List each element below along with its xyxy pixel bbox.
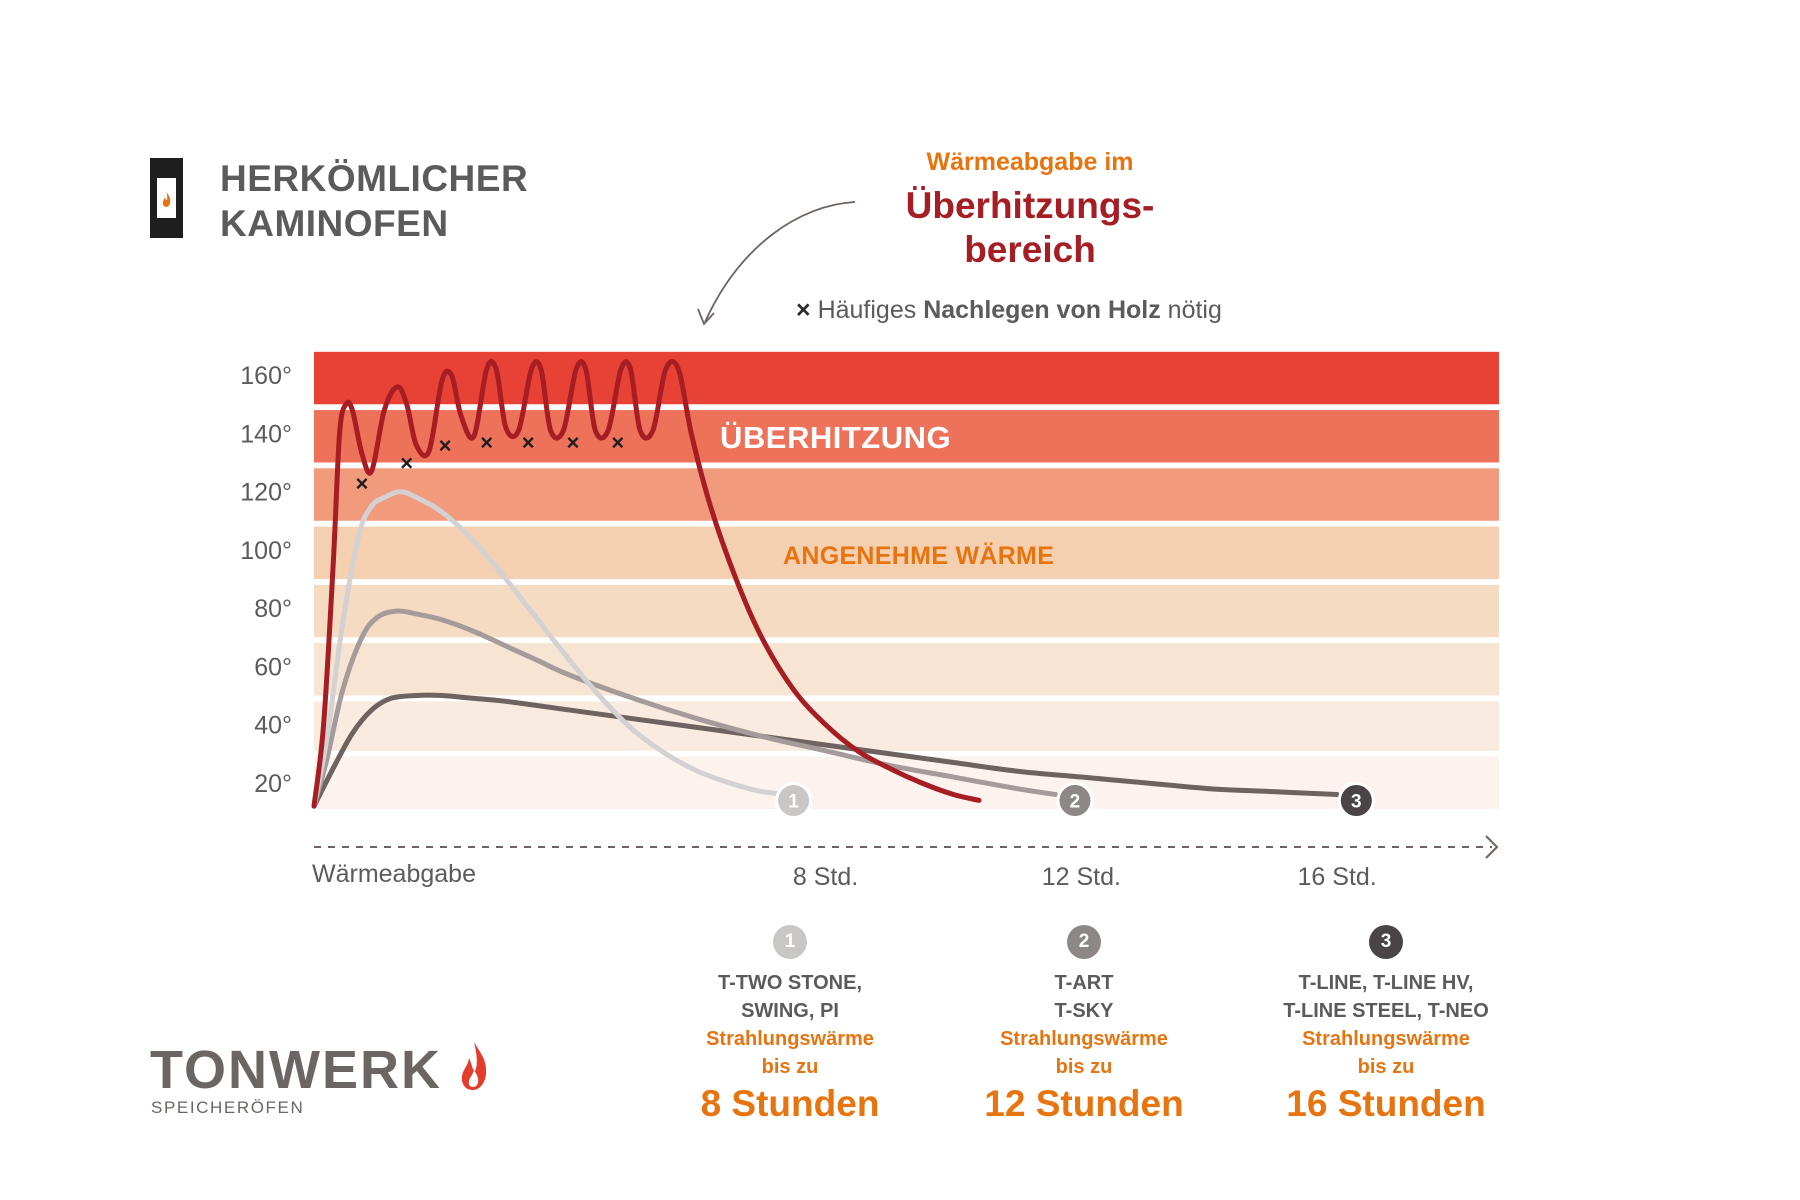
product-3-badge: 3 <box>1369 925 1403 959</box>
product-1-names-1: T-TWO STONE, <box>717 972 863 994</box>
band-label-comfort: ANGENEHME WÄRME <box>783 542 1055 570</box>
series-line-3 <box>311 608 1059 809</box>
endpoint-badge-3 <box>1337 782 1375 820</box>
product-2-names-2: T-SKY <box>1054 1000 1114 1022</box>
refuel-marker: × <box>611 430 624 455</box>
y-tick-label: 20° <box>254 770 292 798</box>
refuel-marker: × <box>480 430 493 455</box>
product-2-radiation-1: Strahlungswärme <box>1000 1028 1168 1050</box>
refuel-marker: × <box>567 430 580 455</box>
y-tick-label: 120° <box>240 479 292 507</box>
product-2-hours: 12 Stunden <box>984 1083 1184 1124</box>
refuel-marker: × <box>356 471 369 496</box>
callout-arrow-icon <box>697 201 856 326</box>
product-3-names-2: T-LINE STEEL, T-NEO <box>1283 1000 1489 1022</box>
product-1: 1 T-TWO STONE, SWING, PI Strahlungswärme… <box>640 925 940 1127</box>
brand-name: TONWERK <box>150 1040 442 1100</box>
endpoint-badge-1 <box>775 782 813 820</box>
legend-title-line-1: HERKÖMLICHER <box>220 158 529 199</box>
callout-title-line-2: bereich <box>964 229 1096 270</box>
series-line-4 <box>311 692 1340 809</box>
brand-subtitle: SPEICHERÖFEN <box>151 1098 305 1117</box>
y-tick-label: 140° <box>240 420 292 448</box>
callout-subtitle: Wärmeabgabe im <box>926 148 1134 176</box>
product-1-names-2: SWING, PI <box>741 1000 839 1022</box>
x-axis-label: Wärmeabgabe <box>312 860 476 888</box>
product-1-badge: 1 <box>773 925 807 959</box>
callout-title: Überhitzungs- bereich <box>850 184 1210 272</box>
product-3: 3 T-LINE, T-LINE HV, T-LINE STEEL, T-NEO… <box>1236 925 1536 1127</box>
refuel-marker: × <box>522 430 535 455</box>
product-3-radiation-1: Strahlungswärme <box>1302 1028 1470 1050</box>
refuel-note: × Häufiges Nachlegen von Holz nötig <box>796 296 1222 325</box>
refuel-marker: × <box>400 451 413 476</box>
y-tick-label: 60° <box>254 653 292 681</box>
legend-title: HERKÖMLICHER KAMINOFEN <box>220 156 528 246</box>
band-5 <box>314 584 1499 638</box>
band-3 <box>314 468 1499 521</box>
product-2-radiation-2: bis zu <box>1055 1056 1113 1078</box>
band-1 <box>314 351 1499 405</box>
note-text-pre: Häufiges <box>817 296 924 324</box>
series-line-1 <box>311 358 982 809</box>
product-3-names-1: T-LINE, T-LINE HV, <box>1298 972 1474 994</box>
x-axis-arrow-icon <box>1485 835 1499 859</box>
band-label-overheat: ÜBERHITZUNG <box>720 420 952 455</box>
endpoint-badge-label: 1 <box>788 792 799 813</box>
product-2-names-1: T-ART <box>1054 972 1114 994</box>
product-2-badge: 2 <box>1067 925 1101 959</box>
note-text-post: nötig <box>1160 296 1222 324</box>
product-3-radiation-2: bis zu <box>1357 1056 1415 1078</box>
x-tick-label: 12 Std. <box>1042 863 1121 891</box>
flame-icon <box>461 1042 487 1090</box>
legend-title-line-2: KAMINOFEN <box>220 203 449 244</box>
product-1-radiation-2: bis zu <box>761 1056 819 1078</box>
y-tick-label: 40° <box>254 712 292 740</box>
band-6 <box>314 643 1499 696</box>
band-7 <box>314 701 1499 751</box>
stove-icon <box>150 158 183 238</box>
callout-title-line-1: Überhitzungs- <box>905 185 1155 226</box>
endpoint-badge-label: 3 <box>1351 792 1362 813</box>
product-2: 2 T-ART T-SKY Strahlungswärme bis zu 12 … <box>934 925 1234 1127</box>
x-tick-label: 16 Std. <box>1298 863 1377 891</box>
brand-logo: TONWERK <box>150 1040 489 1098</box>
band-8 <box>314 756 1499 810</box>
refuel-marker: × <box>439 433 452 458</box>
band-4 <box>314 526 1499 579</box>
product-3-hours: 16 Stunden <box>1286 1083 1486 1124</box>
endpoint-badge-label: 2 <box>1070 792 1081 813</box>
product-1-radiation-1: Strahlungswärme <box>706 1028 874 1050</box>
y-tick-label: 100° <box>240 537 292 565</box>
x-tick-label: 8 Std. <box>793 863 858 891</box>
y-tick-label: 80° <box>254 595 292 623</box>
y-tick-label: 160° <box>240 362 292 390</box>
endpoint-badge-2 <box>1056 782 1094 820</box>
product-1-hours: 8 Stunden <box>700 1083 880 1124</box>
cross-icon: × <box>796 296 811 324</box>
note-text-bold: Nachlegen von Holz <box>923 296 1161 324</box>
flame-icon <box>162 192 171 207</box>
series-line-2 <box>311 489 797 809</box>
